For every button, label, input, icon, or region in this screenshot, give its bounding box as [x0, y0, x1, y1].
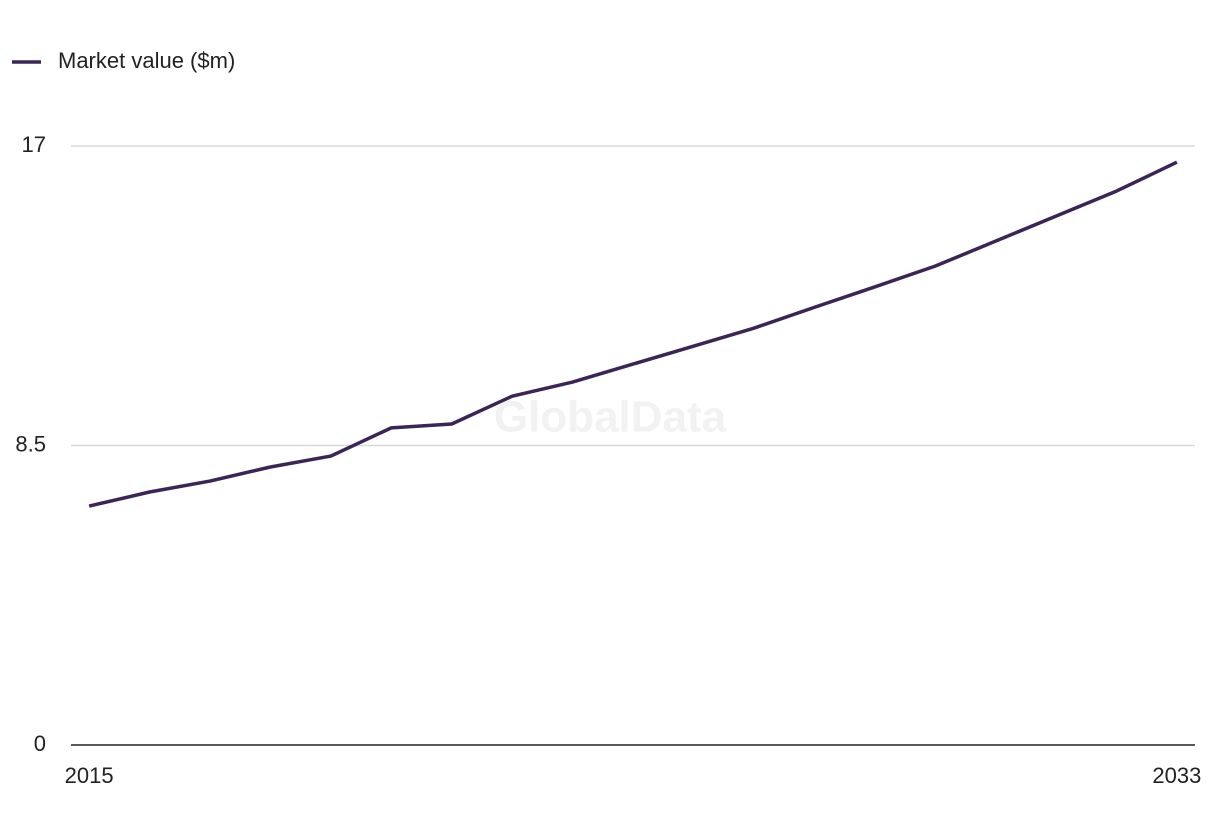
legend-label: Market value ($m)	[58, 48, 235, 73]
x-tick-label: 2033	[1152, 763, 1201, 788]
x-tick-label: 2015	[65, 763, 114, 788]
y-tick-label: 0	[34, 731, 46, 756]
watermark: GlobalData	[494, 393, 727, 442]
y-tick-label: 17	[22, 132, 46, 157]
y-tick-label: 8.5	[15, 431, 46, 456]
series-line	[88, 160, 1178, 508]
